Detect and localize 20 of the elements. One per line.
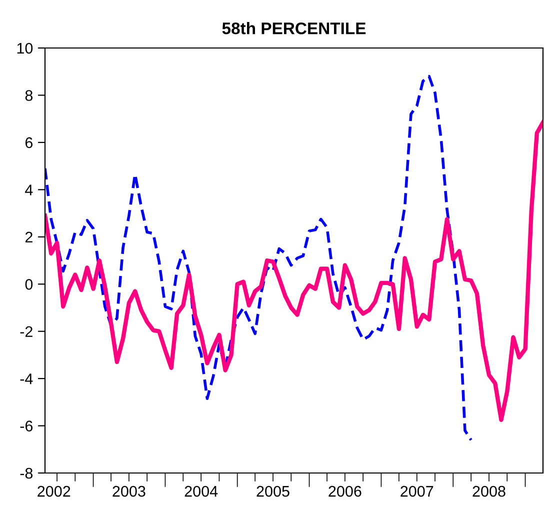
line-series	[45, 120, 543, 422]
line-series	[45, 74, 472, 442]
x-tick-label: 2004	[184, 486, 218, 497]
y-tick-label: -2	[20, 326, 32, 337]
x-tick-label: 2003	[112, 486, 146, 497]
x-tick-label: 2005	[256, 486, 290, 497]
chart-title: 58th PERCENTILE	[222, 22, 366, 34]
x-tick-label: 2006	[328, 486, 362, 497]
x-tick-label: 2007	[400, 486, 434, 497]
y-tick-label: 6	[25, 137, 33, 148]
y-tick-label: -8	[20, 468, 33, 479]
y-tick-label: 0	[25, 278, 33, 290]
x-tick-label: 2008	[472, 486, 506, 497]
y-tick-label: 2	[25, 232, 32, 242]
y-tick-label: 4	[25, 184, 33, 196]
y-tick-label: 8	[25, 90, 33, 101]
y-tick-label: -6	[20, 420, 33, 432]
y-tick-label: -4	[20, 374, 33, 384]
y-tick-label: 10	[17, 42, 33, 54]
x-tick-label: 2002	[38, 486, 70, 497]
